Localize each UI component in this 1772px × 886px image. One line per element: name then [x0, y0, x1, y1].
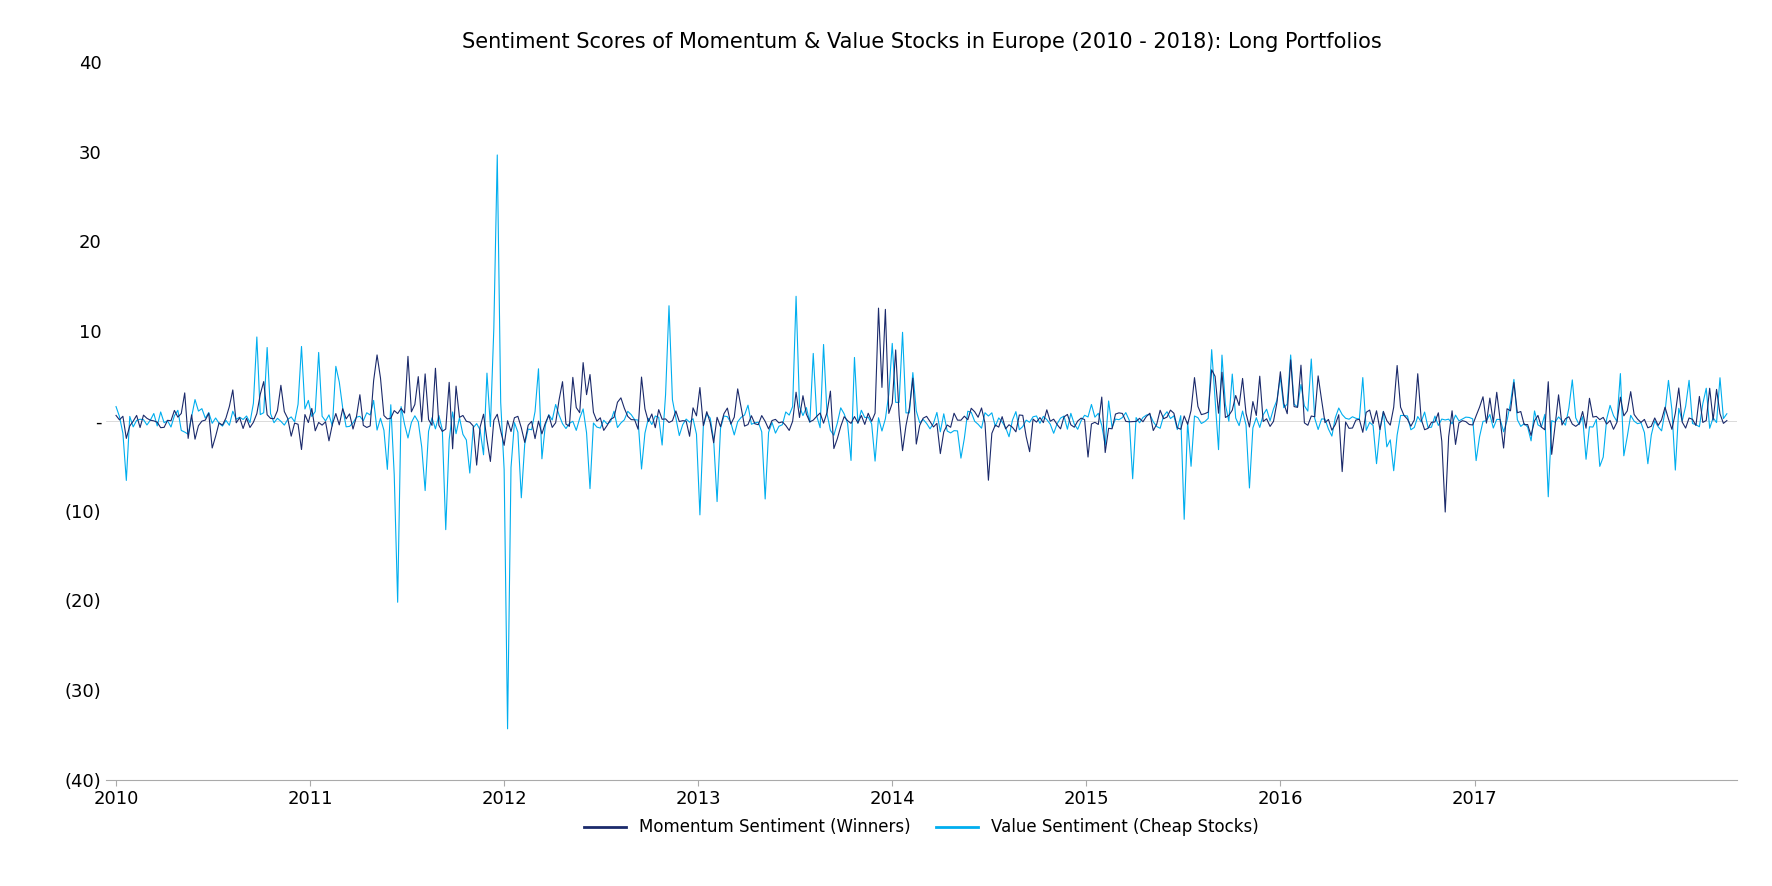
Momentum Sentiment (Winners) [1019, 447, 1040, 457]
Momentum Sentiment (Winners) [181, 409, 202, 420]
Line: Momentum Sentiment (Winners): Momentum Sentiment (Winners) [115, 308, 1728, 512]
Momentum Sentiment (Winners) [338, 408, 360, 419]
Momentum Sentiment (Winners) [1435, 507, 1457, 517]
Momentum Sentiment (Winners) [1717, 416, 1738, 426]
Value Sentiment (Cheap Stocks) [338, 421, 360, 431]
Momentum Sentiment (Winners) [716, 403, 737, 414]
Momentum Sentiment (Winners) [868, 303, 890, 314]
Legend: Momentum Sentiment (Winners), Value Sentiment (Cheap Stocks): Momentum Sentiment (Winners), Value Sent… [578, 812, 1265, 843]
Value Sentiment (Cheap Stocks) [429, 410, 450, 421]
Value Sentiment (Cheap Stocks) [1022, 411, 1044, 422]
Value Sentiment (Cheap Stocks) [1717, 408, 1738, 419]
Momentum Sentiment (Winners) [1386, 361, 1407, 371]
Title: Sentiment Scores of Momentum & Value Stocks in Europe (2010 - 2018): Long Portfo: Sentiment Scores of Momentum & Value Sto… [461, 32, 1382, 52]
Momentum Sentiment (Winners) [105, 410, 126, 421]
Value Sentiment (Cheap Stocks) [181, 412, 202, 423]
Value Sentiment (Cheap Stocks) [496, 724, 517, 734]
Value Sentiment (Cheap Stocks) [487, 150, 509, 160]
Value Sentiment (Cheap Stocks) [723, 430, 744, 440]
Value Sentiment (Cheap Stocks) [105, 401, 126, 412]
Value Sentiment (Cheap Stocks) [1389, 410, 1411, 421]
Momentum Sentiment (Winners) [429, 420, 450, 431]
Line: Value Sentiment (Cheap Stocks): Value Sentiment (Cheap Stocks) [115, 155, 1728, 729]
